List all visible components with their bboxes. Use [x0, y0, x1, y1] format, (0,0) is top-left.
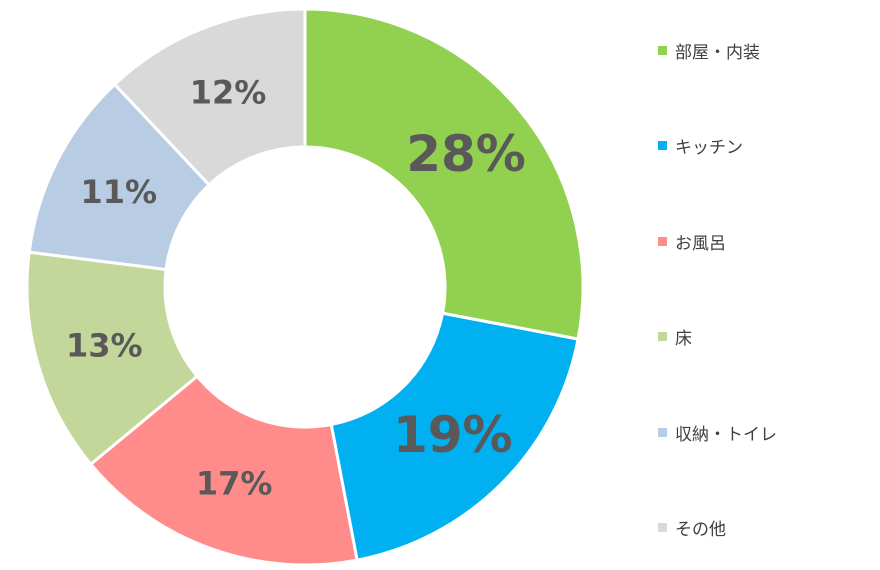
- legend-label: その他: [675, 520, 726, 540]
- legend-label: 部屋・内装: [675, 42, 760, 63]
- legend-item: お風呂: [658, 229, 726, 254]
- legend-swatch: [658, 236, 667, 246]
- legend-label: キッチン: [675, 138, 743, 158]
- donut-slices: [25, 7, 585, 567]
- legend-label: 収納・トイレ: [675, 424, 777, 445]
- slice-label-5: 11%: [80, 173, 157, 211]
- slice-label-1: 28%: [406, 125, 526, 183]
- legend-item: 床: [658, 325, 692, 349]
- legend-item: キッチン: [658, 134, 743, 158]
- slice-label-6: 12%: [190, 74, 267, 112]
- slice-1: [303, 7, 585, 341]
- slice-3: [88, 374, 359, 567]
- slice-labels: 28% 19% 17% 13% 11% 12%: [66, 74, 526, 503]
- legend-swatch: [658, 141, 667, 150]
- legend-swatch: [658, 45, 667, 55]
- slice-2: [329, 311, 580, 562]
- donut-chart: 28% 19% 17% 13% 11% 12%: [25, 7, 585, 567]
- slice-4: [25, 250, 200, 467]
- slice-label-2: 19%: [393, 406, 513, 464]
- legend-swatch: [658, 523, 667, 532]
- legend-swatch: [658, 332, 667, 341]
- slice-label-3: 17%: [196, 465, 273, 503]
- legend-item: その他: [658, 516, 726, 540]
- legend-item: 部屋・内装: [658, 38, 760, 63]
- slice-6: [112, 7, 307, 188]
- slice-label-4: 13%: [66, 326, 143, 364]
- legend-swatch: [658, 427, 667, 437]
- legend-label: お風呂: [675, 233, 726, 254]
- legend-item: 収納・トイレ: [658, 420, 777, 445]
- legend-label: 床: [675, 329, 692, 349]
